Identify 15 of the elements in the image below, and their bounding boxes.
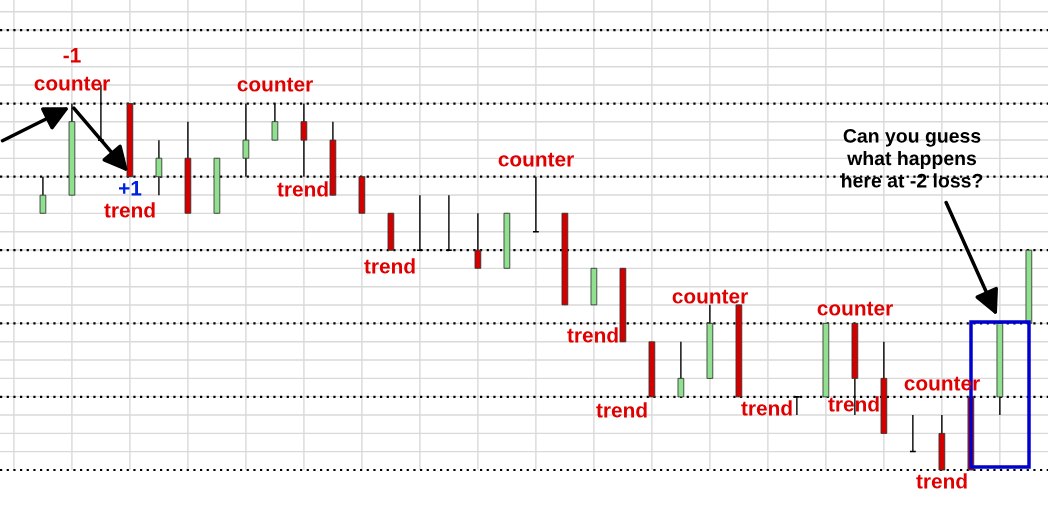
annotation: trend [277,181,328,197]
annotation: counter [817,301,893,316]
annotation: counter [672,289,748,304]
annotation: counter [498,152,574,167]
annotation: +1 [119,181,142,196]
annotation: trend [596,402,647,418]
text: trend [916,473,967,489]
annotation: trend [364,258,415,274]
annotation: Can you guess what happens here at -2 loss? [842,129,983,188]
annotation: trend [741,400,792,416]
annotation: trend [567,327,618,343]
text: -1 [63,48,81,63]
annotation: counter [237,77,313,92]
annotation: counter [34,76,110,91]
annotation: trend [104,202,155,218]
